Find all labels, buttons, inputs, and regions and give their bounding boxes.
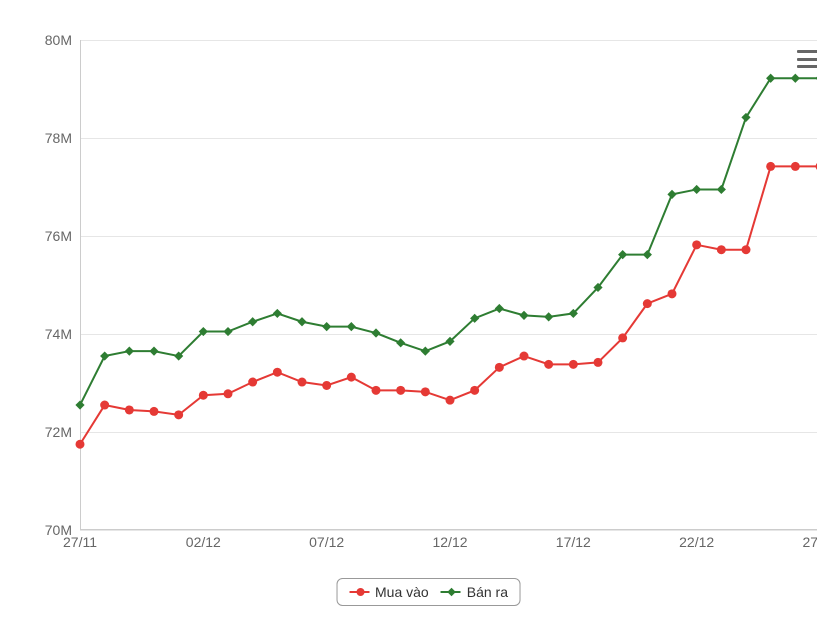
series-marker — [322, 322, 331, 331]
series-marker — [396, 386, 405, 395]
series-marker — [668, 289, 677, 298]
series-marker — [446, 396, 455, 405]
series-line — [80, 78, 817, 405]
legend: Mua vào Bán ra — [336, 578, 521, 606]
series-marker — [224, 389, 233, 398]
y-tick-label: 76M — [20, 228, 72, 244]
series-marker — [149, 347, 158, 356]
menu-icon[interactable] — [797, 50, 817, 68]
series-marker — [371, 328, 380, 337]
y-tick-label: 72M — [20, 424, 72, 440]
series-marker — [347, 373, 356, 382]
x-tick-label: 27/11 — [63, 534, 97, 550]
series-marker — [766, 74, 775, 83]
legend-item[interactable]: Mua vào — [349, 584, 429, 600]
series-marker — [495, 304, 504, 313]
series-marker — [470, 386, 479, 395]
series-marker — [791, 162, 800, 171]
gridline — [80, 530, 817, 531]
series-marker — [544, 312, 553, 321]
series-marker — [396, 338, 405, 347]
series-marker — [643, 250, 652, 259]
y-tick-label: 74M — [20, 326, 72, 342]
legend-item[interactable]: Bán ra — [441, 584, 508, 600]
series-marker — [742, 245, 751, 254]
x-tick-label: 22/12 — [679, 534, 714, 550]
series-marker — [717, 245, 726, 254]
series-marker — [421, 347, 430, 356]
series-marker — [544, 360, 553, 369]
x-tick-label: 07/12 — [309, 534, 344, 550]
series-marker — [717, 185, 726, 194]
series-marker — [643, 299, 652, 308]
series-marker — [692, 240, 701, 249]
series-marker — [741, 113, 750, 122]
series-marker — [667, 190, 676, 199]
series-marker — [519, 311, 528, 320]
series-marker — [347, 322, 356, 331]
series-marker — [495, 363, 504, 372]
series-marker — [298, 378, 307, 387]
series-marker — [125, 347, 134, 356]
series-marker — [618, 333, 627, 342]
series-marker — [174, 410, 183, 419]
y-tick-label: 80M — [20, 32, 72, 48]
series-marker — [75, 400, 84, 409]
series-marker — [199, 391, 208, 400]
series-marker — [125, 405, 134, 414]
series-marker — [150, 407, 159, 416]
series-marker — [223, 327, 232, 336]
series-marker — [297, 317, 306, 326]
price-chart: 70M72M74M76M78M80M 27/1102/1207/1212/121… — [20, 20, 817, 611]
series-marker — [372, 386, 381, 395]
series-marker — [273, 309, 282, 318]
chart-lines — [80, 40, 817, 530]
series-marker — [322, 381, 331, 390]
series-marker — [569, 360, 578, 369]
legend-label: Mua vào — [375, 584, 429, 600]
series-marker — [100, 351, 109, 360]
circle-icon — [349, 586, 369, 598]
x-tick-label: 02/12 — [186, 534, 221, 550]
diamond-icon — [441, 586, 461, 598]
series-marker — [100, 401, 109, 410]
series-marker — [692, 185, 701, 194]
series-marker — [76, 440, 85, 449]
series-marker — [791, 74, 800, 83]
series-marker — [594, 358, 603, 367]
x-tick-label: 12/12 — [432, 534, 467, 550]
y-tick-label: 78M — [20, 130, 72, 146]
series-marker — [248, 378, 257, 387]
series-marker — [421, 387, 430, 396]
plot-area — [80, 40, 817, 530]
series-marker — [520, 352, 529, 361]
x-tick-label: 27/12 — [802, 534, 817, 550]
series-marker — [248, 317, 257, 326]
series-marker — [766, 162, 775, 171]
x-tick-label: 17/12 — [556, 534, 591, 550]
series-marker — [273, 368, 282, 377]
legend-label: Bán ra — [467, 584, 508, 600]
